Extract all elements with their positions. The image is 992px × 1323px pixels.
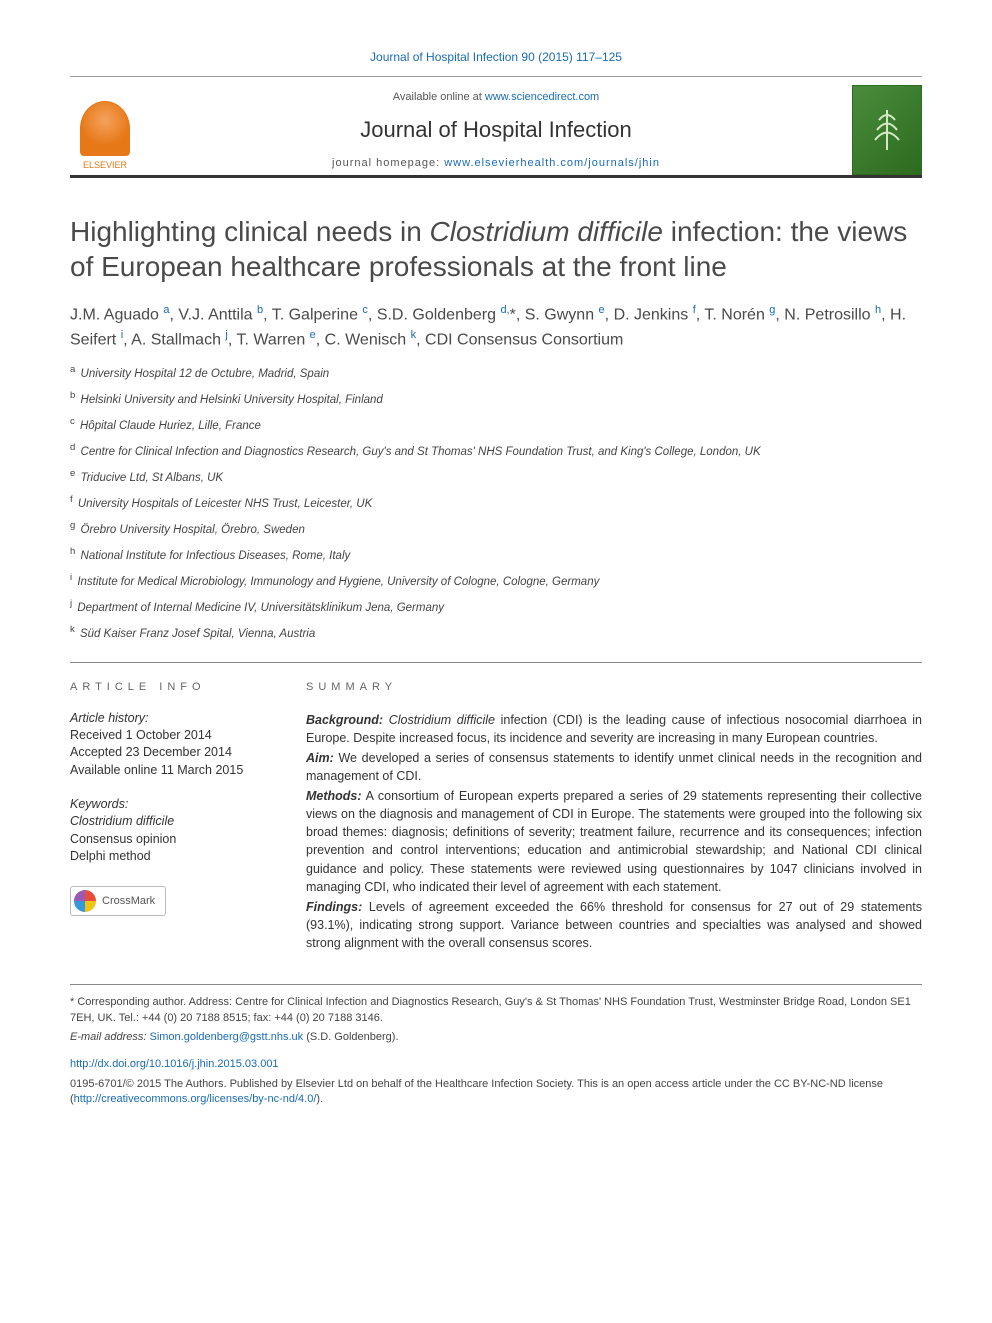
title-part1: Highlighting clinical needs in	[70, 216, 430, 247]
keywords-label: Keywords:	[70, 797, 270, 811]
crossmark-badge[interactable]: CrossMark	[70, 886, 166, 916]
article-title: Highlighting clinical needs in Clostridi…	[70, 214, 922, 284]
affiliation-item: g Örebro University Hospital, Örebro, Sw…	[70, 519, 922, 539]
keyword-item: Clostridium difficile	[70, 813, 270, 831]
affiliation-item: d Centre for Clinical Infection and Diag…	[70, 441, 922, 461]
affiliation-item: e Triducive Ltd, St Albans, UK	[70, 467, 922, 487]
email-label: E-mail address:	[70, 1031, 149, 1043]
affiliation-item: c Hôpital Claude Huriez, Lille, France	[70, 415, 922, 435]
crossmark-label: CrossMark	[102, 895, 155, 907]
keyword-item: Consensus opinion	[70, 831, 270, 849]
summary-paragraph: Aim: We developed a series of consensus …	[306, 749, 922, 785]
divider-rule	[70, 662, 922, 663]
journal-cover-thumbnail	[852, 85, 922, 175]
elsevier-label: ELSEVIER	[83, 160, 127, 170]
homepage-link[interactable]: www.elsevierhealth.com/journals/jhin	[444, 157, 660, 169]
keyword-item: Delphi method	[70, 848, 270, 866]
summary-paragraph: Background: Clostridium difficile infect…	[306, 711, 922, 747]
affiliation-item: f University Hospitals of Leicester NHS …	[70, 493, 922, 513]
available-prefix: Available online at	[393, 91, 485, 103]
masthead-center: Available online at www.sciencedirect.co…	[160, 91, 832, 169]
email-person: (S.D. Goldenberg).	[303, 1031, 398, 1043]
email-link[interactable]: Simon.goldenberg@gstt.nhs.uk	[149, 1031, 303, 1043]
journal-cover-icon	[867, 105, 907, 155]
article-info-column: ARTICLE INFO Article history: Received 1…	[70, 681, 270, 955]
affiliation-item: k Süd Kaiser Franz Josef Spital, Vienna,…	[70, 623, 922, 643]
doi-line: http://dx.doi.org/10.1016/j.jhin.2015.03…	[70, 1057, 922, 1072]
title-italic: Clostridium difficile	[430, 216, 663, 247]
footer-block: * Corresponding author. Address: Centre …	[70, 984, 922, 1107]
elsevier-tree-icon	[80, 101, 130, 156]
affiliation-item: b Helsinki University and Helsinki Unive…	[70, 389, 922, 409]
summary-paragraph: Findings: Levels of agreement exceeded t…	[306, 898, 922, 952]
elsevier-logo: ELSEVIER	[70, 90, 140, 170]
corresponding-author: * Corresponding author. Address: Centre …	[70, 995, 922, 1026]
doi-link[interactable]: http://dx.doi.org/10.1016/j.jhin.2015.03…	[70, 1058, 279, 1070]
homepage-prefix: journal homepage:	[332, 157, 444, 169]
summary-paragraph: Methods: A consortium of European expert…	[306, 787, 922, 896]
email-line: E-mail address: Simon.goldenberg@gstt.nh…	[70, 1030, 922, 1045]
summary-column: SUMMARY Background: Clostridium difficil…	[306, 681, 922, 955]
citation-line[interactable]: Journal of Hospital Infection 90 (2015) …	[70, 50, 922, 64]
available-online-line: Available online at www.sciencedirect.co…	[160, 91, 832, 103]
crossmark-icon	[74, 890, 96, 912]
sciencedirect-link[interactable]: www.sciencedirect.com	[485, 91, 599, 103]
article-info-label: ARTICLE INFO	[70, 681, 270, 693]
affiliation-item: h National Institute for Infectious Dise…	[70, 545, 922, 565]
journal-homepage-line: journal homepage: www.elsevierhealth.com…	[160, 157, 832, 169]
keywords-list: Clostridium difficileConsensus opinionDe…	[70, 813, 270, 866]
summary-label: SUMMARY	[306, 681, 922, 693]
accepted-date: Accepted 23 December 2014	[70, 744, 270, 762]
online-date: Available online 11 March 2015	[70, 762, 270, 780]
affiliations-list: a University Hospital 12 de Octubre, Mad…	[70, 363, 922, 644]
author-list: J.M. Aguado a, V.J. Anttila b, T. Galper…	[70, 302, 922, 353]
copyright-line: 0195-6701/© 2015 The Authors. Published …	[70, 1077, 922, 1108]
masthead: ELSEVIER Available online at www.science…	[70, 76, 922, 178]
license-link[interactable]: http://creativecommons.org/licenses/by-n…	[74, 1093, 317, 1105]
affiliation-item: a University Hospital 12 de Octubre, Mad…	[70, 363, 922, 383]
journal-name: Journal of Hospital Infection	[160, 117, 832, 143]
affiliation-item: j Department of Internal Medicine IV, Un…	[70, 597, 922, 617]
copyright-post: ).	[316, 1093, 323, 1105]
received-date: Received 1 October 2014	[70, 727, 270, 745]
affiliation-item: i Institute for Medical Microbiology, Im…	[70, 571, 922, 591]
history-label: Article history:	[70, 711, 270, 725]
summary-body: Background: Clostridium difficile infect…	[306, 711, 922, 953]
